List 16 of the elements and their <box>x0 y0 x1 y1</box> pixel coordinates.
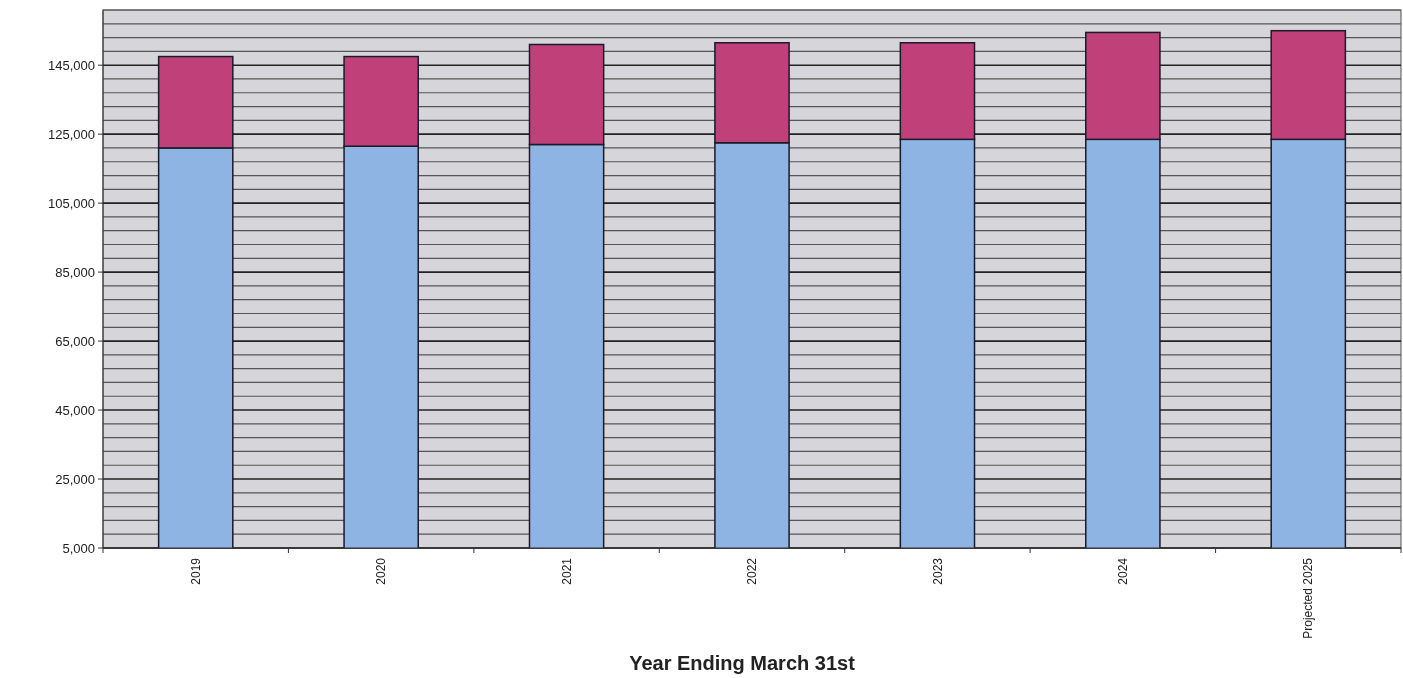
x-tick-label: 2022 <box>745 557 760 585</box>
x-tick-label: 2020 <box>374 557 389 585</box>
y-tick-label: 45,000 <box>55 402 95 418</box>
x-tick-label: 2021 <box>559 557 574 585</box>
x-tick-label: 2024 <box>1116 557 1131 585</box>
x-tick-label: 2023 <box>930 557 945 585</box>
x-axis-title: Year Ending March 31st <box>629 652 856 674</box>
y-tick-label: 145,000 <box>48 57 95 73</box>
y-tick-label: 5,000 <box>62 540 95 556</box>
y-tick-label: 85,000 <box>55 264 95 280</box>
y-tick-label: 65,000 <box>55 333 95 349</box>
x-tick-label: Projected 2025 <box>1301 557 1316 639</box>
y-tick-label: 105,000 <box>48 195 95 211</box>
y-tick-label: 25,000 <box>55 471 95 487</box>
x-tick-label: 2019 <box>188 557 203 585</box>
y-tick-label: 125,000 <box>48 126 95 142</box>
